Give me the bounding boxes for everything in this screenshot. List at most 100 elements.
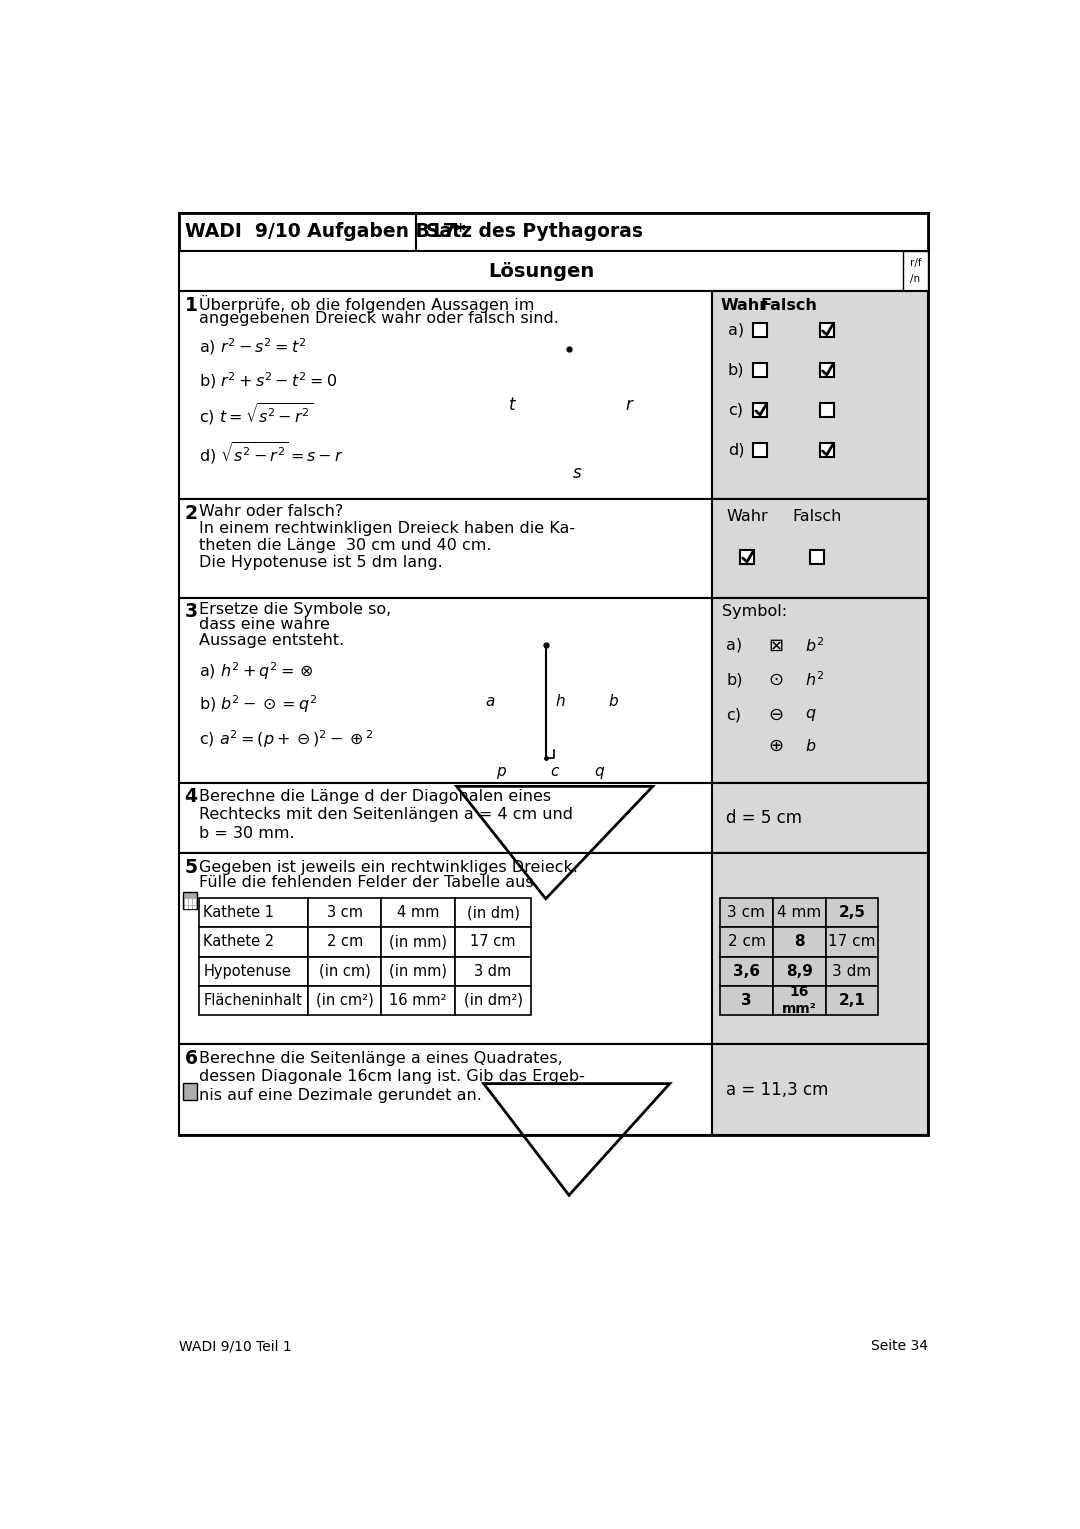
Text: a): a) xyxy=(727,638,742,653)
Bar xyxy=(754,404,768,417)
Text: Satz des Pythagoras: Satz des Pythagoras xyxy=(426,223,643,242)
Text: 3: 3 xyxy=(741,992,752,1008)
Text: b = 30 mm.: b = 30 mm. xyxy=(200,826,295,841)
Bar xyxy=(179,1044,928,1135)
Text: In einem rechtwinkligen Dreieck haben die Ka-: In einem rechtwinkligen Dreieck haben di… xyxy=(200,521,576,537)
Text: theten die Länge  30 cm und 40 cm.: theten die Länge 30 cm und 40 cm. xyxy=(200,538,491,553)
Text: Wahr: Wahr xyxy=(727,509,768,523)
Bar xyxy=(740,550,754,564)
Text: 4 mm: 4 mm xyxy=(397,905,440,920)
Text: 3 dm: 3 dm xyxy=(833,963,872,979)
Bar xyxy=(825,898,878,927)
Text: s: s xyxy=(572,463,581,482)
Text: c): c) xyxy=(728,402,743,417)
Bar xyxy=(773,927,825,957)
Text: a): a) xyxy=(728,323,744,338)
Bar xyxy=(381,986,455,1015)
Bar xyxy=(179,213,928,251)
Text: dass eine wahre: dass eine wahre xyxy=(200,618,330,631)
Text: 16 mm²: 16 mm² xyxy=(390,992,447,1008)
Bar xyxy=(754,323,768,336)
Text: (in dm): (in dm) xyxy=(467,905,519,920)
Text: d = 5 cm: d = 5 cm xyxy=(727,809,802,827)
Text: b): b) xyxy=(728,362,744,378)
Text: /n: /n xyxy=(910,274,920,284)
Bar xyxy=(720,986,773,1015)
Text: 8,9: 8,9 xyxy=(786,963,812,979)
Bar xyxy=(381,927,455,957)
Bar xyxy=(455,986,531,1015)
Text: 2: 2 xyxy=(185,503,198,523)
Text: 4 mm: 4 mm xyxy=(777,905,821,920)
Text: p: p xyxy=(497,764,507,780)
Text: 17 cm: 17 cm xyxy=(828,934,876,950)
Text: 2,1: 2,1 xyxy=(838,992,865,1008)
Bar xyxy=(183,891,197,908)
Text: 3 dm: 3 dm xyxy=(474,963,512,979)
Bar xyxy=(179,251,928,292)
Text: Fülle die fehlenden Felder der Tabelle aus.: Fülle die fehlenden Felder der Tabelle a… xyxy=(200,875,539,890)
Bar xyxy=(825,986,878,1015)
Bar xyxy=(825,957,878,986)
Bar xyxy=(179,498,928,598)
Text: Flächeninhalt: Flächeninhalt xyxy=(203,992,302,1008)
Text: Ersetze die Symbole so,: Ersetze die Symbole so, xyxy=(200,602,392,616)
Text: Gegeben ist jeweils ein rechtwinkliges Dreieck.: Gegeben ist jeweils ein rechtwinkliges D… xyxy=(200,859,578,875)
Text: h: h xyxy=(555,694,565,709)
Bar xyxy=(179,213,928,1135)
Text: a) $h^2 + q^2 =\otimes$: a) $h^2 + q^2 =\otimes$ xyxy=(200,661,314,682)
Text: (in cm²): (in cm²) xyxy=(315,992,374,1008)
Text: Falsch: Falsch xyxy=(760,298,818,312)
Bar xyxy=(455,898,531,927)
Text: Seite 34: Seite 34 xyxy=(870,1339,928,1353)
Bar xyxy=(713,853,928,1044)
Bar xyxy=(713,783,928,853)
Text: d) $\sqrt{s^2 - r^2} = s - r$: d) $\sqrt{s^2 - r^2} = s - r$ xyxy=(200,440,345,466)
Text: b) $r^2 + s^2 - t^2 = 0$: b) $r^2 + s^2 - t^2 = 0$ xyxy=(200,370,337,391)
Text: $h^2$: $h^2$ xyxy=(806,671,825,690)
Bar xyxy=(200,986,308,1015)
Bar xyxy=(308,898,381,927)
Bar xyxy=(720,957,773,986)
Text: 2,5: 2,5 xyxy=(838,905,865,920)
Text: $b$: $b$ xyxy=(806,737,816,754)
Text: Aussage entsteht.: Aussage entsteht. xyxy=(200,633,345,648)
Bar xyxy=(200,898,308,927)
Bar xyxy=(754,443,768,457)
Text: c): c) xyxy=(727,708,741,722)
Text: 3 cm: 3 cm xyxy=(326,905,363,920)
Text: 3: 3 xyxy=(185,602,198,621)
Text: 8: 8 xyxy=(794,934,805,950)
Bar xyxy=(179,783,928,853)
Text: Hypotenuse: Hypotenuse xyxy=(203,963,292,979)
Bar xyxy=(200,927,308,957)
Text: Berechne die Seitenlänge a eines Quadrates,: Berechne die Seitenlänge a eines Quadrat… xyxy=(200,1050,563,1066)
Text: 2 cm: 2 cm xyxy=(728,934,766,950)
Bar xyxy=(773,986,825,1015)
Text: Lösungen: Lösungen xyxy=(488,261,594,281)
Text: Überprüfe, ob die folgenden Aussagen im: Überprüfe, ob die folgenden Aussagen im xyxy=(200,295,535,312)
Text: 4: 4 xyxy=(185,787,198,806)
Bar xyxy=(820,404,834,417)
Bar xyxy=(720,927,773,957)
Bar xyxy=(183,1083,197,1099)
Text: b: b xyxy=(608,694,618,709)
Bar xyxy=(754,362,768,376)
Bar xyxy=(825,927,878,957)
Text: a = 11,3 cm: a = 11,3 cm xyxy=(727,1081,828,1099)
Text: 17 cm: 17 cm xyxy=(470,934,516,950)
Bar xyxy=(308,986,381,1015)
Text: Falsch: Falsch xyxy=(793,509,841,523)
Text: 1: 1 xyxy=(185,295,198,315)
Text: Die Hypotenuse ist 5 dm lang.: Die Hypotenuse ist 5 dm lang. xyxy=(200,555,443,570)
Text: 3,6: 3,6 xyxy=(733,963,760,979)
Text: Berechne die Länge d der Diagonalen eines: Berechne die Länge d der Diagonalen eine… xyxy=(200,789,552,804)
Bar xyxy=(713,1044,928,1135)
Bar xyxy=(381,898,455,927)
Text: 3 cm: 3 cm xyxy=(728,905,766,920)
Text: Rechtecks mit den Seitenlängen a = 4 cm und: Rechtecks mit den Seitenlängen a = 4 cm … xyxy=(200,807,573,823)
Text: q: q xyxy=(594,764,604,780)
Text: (in mm): (in mm) xyxy=(389,963,447,979)
Text: nis auf eine Dezimale gerundet an.: nis auf eine Dezimale gerundet an. xyxy=(200,1087,482,1102)
Bar xyxy=(308,957,381,986)
